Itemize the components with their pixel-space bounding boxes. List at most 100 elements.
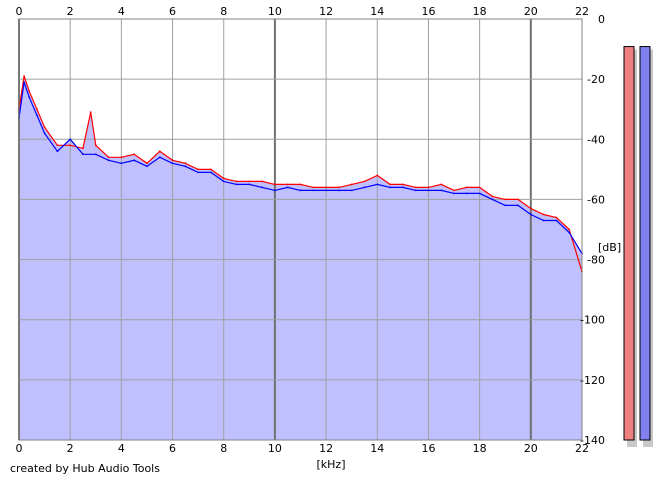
series-point xyxy=(504,204,507,207)
series-point xyxy=(69,138,72,141)
series-point xyxy=(23,81,25,84)
series-point xyxy=(82,147,84,150)
y-tick-label: -120 xyxy=(580,374,605,387)
spectrum-fill-layer xyxy=(19,76,582,440)
series-point xyxy=(43,126,46,129)
series-point xyxy=(440,183,443,186)
series-point xyxy=(440,189,443,192)
series-point xyxy=(235,180,238,183)
series-point xyxy=(453,192,455,195)
series-point xyxy=(43,132,46,135)
series-point xyxy=(338,189,340,192)
series-point xyxy=(427,189,430,192)
series-point xyxy=(158,150,161,153)
x-tick-label-top: 10 xyxy=(268,5,282,18)
series-point xyxy=(491,195,494,198)
series-layer xyxy=(18,75,583,273)
series-point xyxy=(274,189,276,192)
series-point xyxy=(363,180,366,183)
series-point xyxy=(120,156,123,159)
level-meter-bar xyxy=(639,46,651,441)
series-point xyxy=(529,207,532,210)
x-tick-label-bottom: 8 xyxy=(220,442,227,455)
series-point xyxy=(363,186,366,189)
series-point xyxy=(222,180,225,183)
x-tick-label-bottom: 16 xyxy=(421,442,435,455)
series-point xyxy=(23,75,25,77)
series-point xyxy=(299,183,302,186)
series-point xyxy=(402,183,404,186)
x-tick-label-top: 2 xyxy=(67,5,74,18)
series-point xyxy=(555,216,558,219)
series-point xyxy=(107,156,110,159)
x-tick-label-bottom: 22 xyxy=(575,442,589,455)
series-point xyxy=(261,180,263,183)
series-point xyxy=(56,150,59,153)
x-tick-label-top: 6 xyxy=(169,5,176,18)
y-axis-label: [dB] xyxy=(598,241,621,254)
series-point xyxy=(107,159,110,162)
x-tick-label-bottom: 0 xyxy=(16,442,23,455)
x-tick-label-bottom: 2 xyxy=(67,442,74,455)
series-point xyxy=(402,186,404,189)
series-point xyxy=(555,219,558,222)
series-point xyxy=(491,198,494,201)
series-point xyxy=(261,186,263,189)
x-tick-label-top: 12 xyxy=(319,5,333,18)
x-tick-label-bottom: 4 xyxy=(118,442,125,455)
series-point xyxy=(542,213,545,216)
series-point xyxy=(210,168,212,171)
series-point xyxy=(414,186,417,189)
series-point xyxy=(517,198,519,201)
series-point xyxy=(286,183,289,186)
series-point xyxy=(517,204,519,207)
x-tick-label-bottom: 18 xyxy=(473,442,487,455)
x-tick-label-top: 18 xyxy=(473,5,487,18)
x-tick-label-top: 0 xyxy=(16,5,23,18)
series-point xyxy=(350,183,353,186)
series-point xyxy=(478,192,481,195)
series-point xyxy=(120,162,123,165)
y-tick-label: -140 xyxy=(580,434,605,447)
series-point xyxy=(171,162,174,165)
series-point xyxy=(299,189,302,192)
series-point xyxy=(222,177,225,180)
series-point xyxy=(133,153,136,156)
level-meter-bar xyxy=(623,46,635,441)
x-axis-label: [kHz] xyxy=(317,458,346,471)
series-point xyxy=(248,183,251,186)
series-point xyxy=(465,186,468,189)
y-tick-label: -100 xyxy=(580,314,605,327)
series-point xyxy=(197,168,200,171)
series-point xyxy=(171,159,174,162)
series-point xyxy=(286,186,289,189)
series-point xyxy=(184,162,187,165)
y-tick-label: -20 xyxy=(587,73,605,86)
series-point xyxy=(376,174,379,177)
spectrum-fill xyxy=(19,76,582,440)
x-tick-label-top: 14 xyxy=(370,5,384,18)
series-point xyxy=(82,153,84,156)
x-tick-label-top: 8 xyxy=(220,5,227,18)
series-point xyxy=(350,189,353,192)
plot-border xyxy=(18,18,583,441)
y-tick-label: 0 xyxy=(598,13,605,26)
credit-text: created by Hub Audio Tools xyxy=(10,462,160,475)
series-point xyxy=(56,144,59,147)
series-point xyxy=(274,183,276,186)
series-point xyxy=(28,96,31,99)
series-point xyxy=(210,171,212,174)
series-point xyxy=(248,180,251,183)
series-point xyxy=(184,165,187,168)
x-tick-label-top: 4 xyxy=(118,5,125,18)
series-point xyxy=(235,183,238,186)
series-point xyxy=(389,186,391,189)
x-tick-label-top: 16 xyxy=(421,5,435,18)
series-point xyxy=(158,156,161,159)
series-point xyxy=(36,114,38,117)
series-point xyxy=(376,183,379,186)
series-point xyxy=(312,186,315,189)
series-point xyxy=(133,159,136,162)
x-tick-label-bottom: 20 xyxy=(524,442,538,455)
